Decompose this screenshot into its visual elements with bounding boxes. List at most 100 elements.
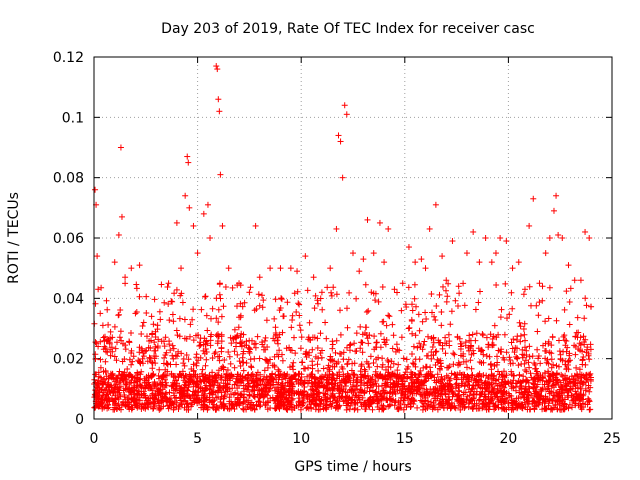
y-tick-label: 0 [75, 412, 84, 428]
data-point [182, 192, 189, 199]
data-point [550, 207, 557, 214]
data-point [214, 66, 221, 73]
data-point [530, 195, 537, 202]
data-point [488, 259, 495, 266]
data-point [432, 201, 439, 208]
data-point [553, 192, 560, 199]
grid-lines [94, 57, 612, 419]
data-point [492, 250, 499, 257]
y-tick-label: 0.06 [53, 231, 84, 247]
plot-frame [93, 56, 613, 420]
x-axis-label: GPS time / hours [294, 459, 411, 475]
data-point [350, 250, 356, 257]
data-point [186, 204, 193, 211]
data-point [370, 250, 377, 257]
data-point [111, 259, 118, 266]
data-point [443, 277, 450, 284]
data-points [91, 63, 595, 413]
y-tick-label: 0.08 [53, 171, 84, 187]
data-point [310, 274, 317, 281]
data-point [165, 280, 172, 287]
data-point [200, 210, 207, 217]
data-point [225, 265, 232, 272]
data-point [356, 268, 363, 275]
data-point [376, 219, 383, 226]
data-point [449, 238, 456, 245]
data-point [267, 265, 274, 272]
data-point [418, 256, 425, 263]
x-tick-label: 0 [90, 431, 99, 447]
data-point [277, 265, 284, 272]
data-point [335, 132, 342, 139]
data-point [185, 159, 192, 166]
data-point [97, 310, 104, 317]
data-point [216, 108, 223, 115]
data-point [236, 280, 243, 287]
data-point [333, 225, 340, 232]
data-point [194, 250, 201, 257]
data-point [115, 231, 122, 238]
data-point [318, 289, 325, 296]
data-point [381, 259, 388, 266]
data-point [95, 286, 102, 293]
data-point [107, 352, 114, 359]
data-point [157, 316, 164, 323]
data-point [546, 235, 553, 241]
y-tick-labels: 0 0.02 0.04 0.06 0.08 0.1 0.12 [53, 50, 84, 428]
background-point-cloud [91, 280, 595, 413]
data-point [542, 250, 549, 257]
data-point [184, 153, 191, 160]
x-tick-label: 5 [193, 431, 202, 447]
data-point [256, 274, 263, 281]
data-point [246, 289, 253, 296]
data-point [385, 225, 392, 232]
data-point [132, 310, 139, 317]
data-point [339, 174, 346, 181]
data-point [582, 228, 589, 235]
y-tick-label: 0.02 [53, 352, 84, 368]
data-point [252, 222, 259, 229]
y-tick-label: 0.12 [53, 50, 84, 66]
data-point [118, 213, 125, 220]
data-point [476, 259, 483, 266]
x-tick-label: 20 [499, 431, 517, 447]
data-point [412, 259, 419, 266]
data-point [526, 222, 533, 229]
data-point [391, 286, 398, 293]
data-point [294, 268, 301, 275]
data-point [149, 331, 156, 338]
data-point [360, 256, 367, 263]
data-point [497, 235, 504, 241]
data-point [565, 262, 572, 269]
data-point [136, 262, 143, 269]
data-point [455, 283, 462, 290]
data-point [559, 235, 566, 241]
data-point [503, 238, 510, 245]
data-point [364, 216, 371, 223]
data-point [173, 219, 180, 226]
data-point [122, 274, 129, 281]
data-point [140, 319, 147, 326]
data-point [463, 250, 470, 257]
data-point [219, 222, 226, 229]
data-point [521, 286, 528, 293]
data-point [117, 144, 124, 151]
data-point [337, 138, 344, 145]
data-point [327, 265, 334, 272]
data-point [536, 280, 543, 287]
data-point [577, 277, 584, 284]
x-tick-label: 15 [396, 431, 414, 447]
data-point [128, 265, 135, 272]
data-point [422, 265, 429, 272]
data-point [92, 186, 99, 193]
data-point [217, 171, 224, 178]
data-point [405, 244, 412, 251]
chart-title: Day 203 of 2019, Rate Of TEC Index for r… [161, 21, 535, 37]
data-point [302, 253, 309, 260]
data-point [343, 111, 350, 118]
data-point [509, 265, 516, 272]
data-point [426, 225, 433, 232]
data-point [470, 228, 477, 235]
data-point [571, 277, 578, 284]
data-point [515, 259, 522, 266]
